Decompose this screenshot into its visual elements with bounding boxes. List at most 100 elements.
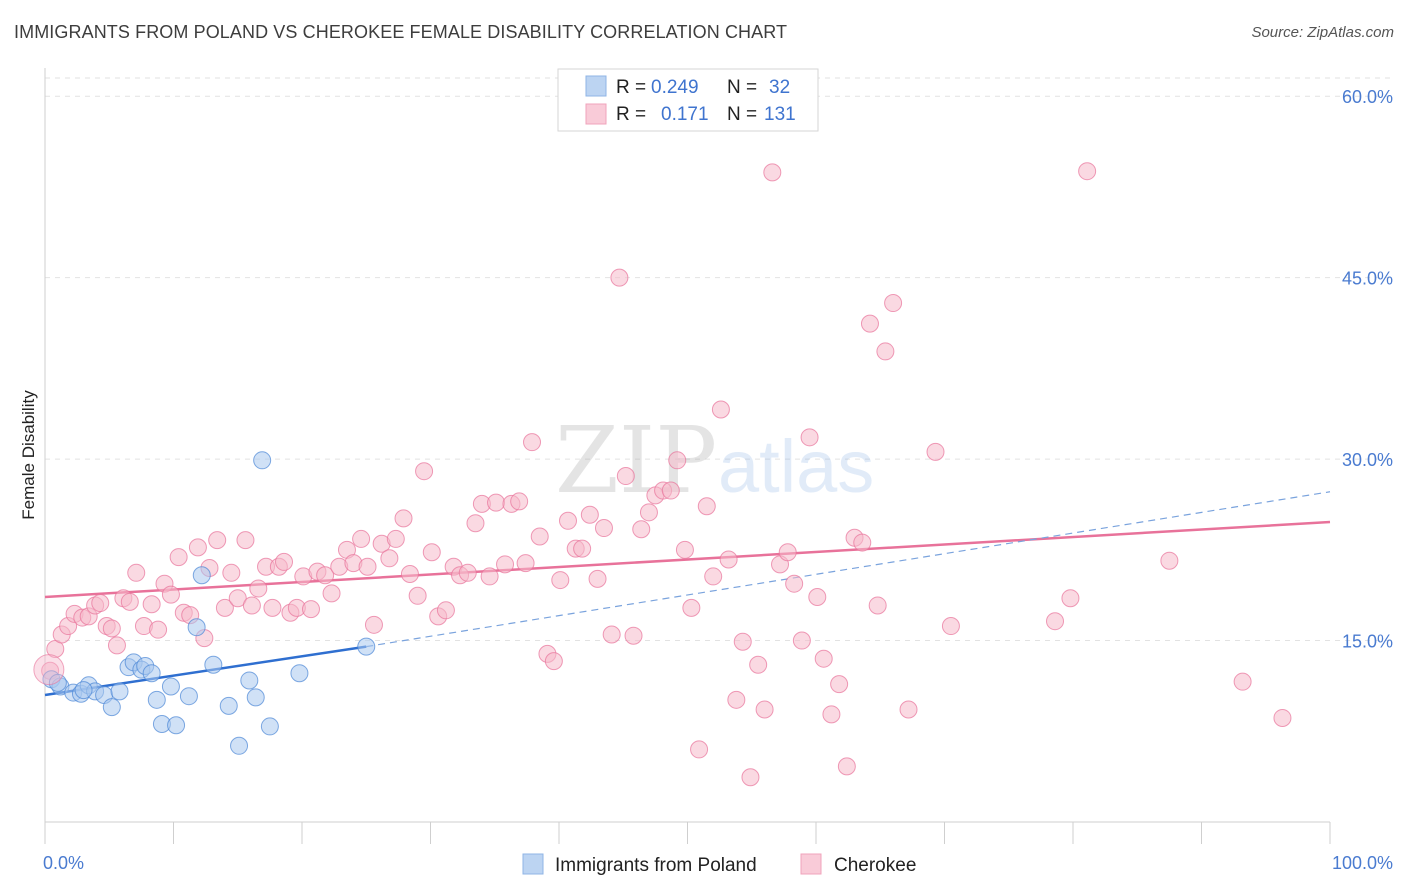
point-cherokee bbox=[102, 619, 121, 638]
point-cherokee bbox=[510, 492, 529, 511]
point-poland bbox=[240, 671, 259, 690]
legend: R = 0.249 N = 32 R = 0.171 N = 131 bbox=[557, 68, 819, 132]
point-cherokee bbox=[624, 626, 643, 645]
point-cherokee bbox=[639, 503, 658, 522]
point-cherokee bbox=[380, 549, 399, 568]
axes bbox=[44, 68, 1331, 844]
point-cherokee bbox=[814, 649, 833, 668]
point-cherokee bbox=[523, 433, 542, 452]
point-cherokee bbox=[422, 543, 441, 562]
legend-swatch-cherokee bbox=[585, 103, 607, 125]
point-cherokee bbox=[778, 543, 797, 562]
point-cherokee bbox=[755, 700, 774, 719]
point-cherokee bbox=[661, 481, 680, 500]
point-cherokee bbox=[480, 567, 499, 586]
point-cherokee bbox=[704, 567, 723, 586]
y-tick-label: 15.0% bbox=[1342, 632, 1393, 652]
y-tick-label: 45.0% bbox=[1342, 269, 1393, 289]
point-cherokee bbox=[228, 589, 247, 608]
point-cherokee bbox=[580, 505, 599, 524]
point-cherokee bbox=[741, 768, 760, 787]
watermark: ZIP atlas bbox=[555, 407, 874, 514]
point-cherokee bbox=[719, 550, 738, 569]
point-cherokee bbox=[602, 625, 621, 644]
point-cherokee bbox=[573, 539, 592, 558]
point-cherokee bbox=[487, 493, 506, 512]
point-cherokee bbox=[415, 462, 434, 481]
y-tick-label: 60.0% bbox=[1342, 87, 1393, 107]
bottom-legend: Immigrants from Poland Cherokee bbox=[522, 853, 916, 876]
point-poland bbox=[192, 566, 211, 585]
point-poland bbox=[102, 698, 121, 717]
point-poland bbox=[253, 451, 272, 470]
point-cherokee bbox=[1078, 162, 1097, 181]
bottom-legend-swatch-cherokee bbox=[800, 853, 822, 875]
point-cherokee bbox=[142, 595, 161, 614]
point-cherokee bbox=[188, 538, 207, 557]
point-cherokee bbox=[516, 554, 535, 573]
point-cherokee bbox=[436, 601, 455, 620]
legend-n-value-1: 32 bbox=[769, 77, 790, 98]
point-cherokee bbox=[792, 631, 811, 650]
bottom-legend-label-cherokee: Cherokee bbox=[834, 855, 916, 876]
point-cherokee bbox=[316, 566, 335, 585]
point-cherokee bbox=[386, 529, 405, 548]
point-cherokee bbox=[249, 579, 268, 598]
chart-title: IMMIGRANTS FROM POLAND VS CHEROKEE FEMAL… bbox=[14, 22, 788, 42]
point-cherokee bbox=[800, 428, 819, 447]
bottom-legend-label-poland: Immigrants from Poland bbox=[555, 855, 757, 876]
point-poland bbox=[110, 682, 129, 701]
legend-r-label-1: R = bbox=[616, 77, 646, 98]
point-cherokee bbox=[161, 585, 180, 604]
point-cherokee bbox=[711, 400, 730, 419]
point-cherokee bbox=[868, 596, 887, 615]
point-cherokee bbox=[1233, 672, 1252, 691]
point-cherokee bbox=[632, 520, 651, 539]
grid-lines bbox=[45, 77, 1392, 642]
watermark-zip: ZIP bbox=[555, 407, 717, 514]
point-cherokee bbox=[941, 617, 960, 636]
trend-line-poland-extension bbox=[366, 491, 1331, 648]
point-poland bbox=[260, 717, 279, 736]
point-cherokee bbox=[551, 571, 570, 590]
point-poland bbox=[204, 655, 223, 674]
point-cherokee bbox=[749, 655, 768, 674]
point-poland bbox=[219, 696, 238, 715]
point-poland bbox=[167, 716, 186, 735]
point-cherokee bbox=[675, 540, 694, 559]
point-poland bbox=[74, 681, 93, 700]
point-poland bbox=[246, 688, 265, 707]
point-cherokee bbox=[496, 555, 515, 574]
point-cherokee bbox=[394, 509, 413, 528]
point-cherokee bbox=[91, 594, 110, 613]
legend-r-value-1: 0.249 bbox=[651, 77, 699, 98]
point-cherokee bbox=[558, 511, 577, 530]
point-cherokee bbox=[860, 314, 879, 333]
point-cherokee bbox=[400, 565, 419, 584]
point-cherokee bbox=[1061, 589, 1080, 608]
x-tick-label: 0.0% bbox=[43, 853, 84, 873]
point-cherokee bbox=[610, 268, 629, 287]
point-cherokee bbox=[594, 519, 613, 538]
point-cherokee bbox=[763, 163, 782, 182]
point-cherokee bbox=[33, 654, 65, 686]
legend-n-label-1: N = bbox=[727, 77, 757, 98]
point-cherokee bbox=[899, 700, 918, 719]
point-cherokee bbox=[530, 527, 549, 546]
point-cherokee bbox=[690, 740, 709, 759]
point-cherokee bbox=[884, 294, 903, 313]
bottom-legend-swatch-poland bbox=[522, 853, 544, 875]
point-cherokee bbox=[1160, 551, 1179, 570]
point-cherokee bbox=[352, 529, 371, 548]
point-cherokee bbox=[263, 598, 282, 617]
point-cherokee bbox=[926, 442, 945, 461]
x-tick-label: 100.0% bbox=[1332, 853, 1393, 873]
source-label: Source: ZipAtlas.com bbox=[1251, 24, 1394, 41]
point-cherokee bbox=[733, 632, 752, 651]
point-cherokee bbox=[616, 467, 635, 486]
point-cherokee bbox=[466, 514, 485, 533]
y-tick-label: 30.0% bbox=[1342, 450, 1393, 470]
point-cherokee bbox=[120, 592, 139, 611]
point-cherokee bbox=[358, 557, 377, 576]
point-poland bbox=[357, 637, 376, 656]
